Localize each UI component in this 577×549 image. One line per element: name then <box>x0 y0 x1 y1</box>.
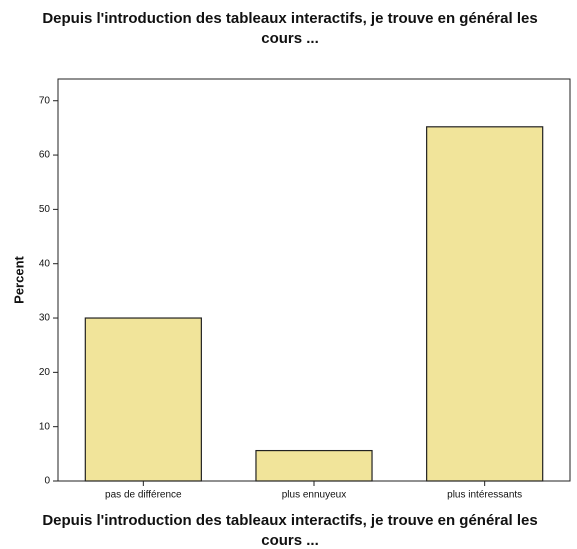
y-tick-label: 20 <box>39 367 51 378</box>
y-tick-label: 30 <box>39 313 51 324</box>
y-tick-label: 40 <box>39 258 51 269</box>
y-tick-label: 70 <box>39 95 51 106</box>
y-tick-label: 0 <box>44 476 50 487</box>
y-tick-label: 60 <box>39 150 51 161</box>
y-tick-label: 50 <box>39 204 51 215</box>
bar <box>426 126 544 482</box>
y-tick-label: 10 <box>39 421 51 432</box>
bar <box>84 317 202 482</box>
x-tick-label: plus ennuyeux <box>282 490 347 501</box>
x-axis-label: Depuis l'introduction des tableaux inter… <box>42 512 538 549</box>
bar <box>255 449 373 482</box>
x-tick-label: pas de différence <box>105 490 182 501</box>
x-tick-label: plus intéressants <box>447 490 522 501</box>
chart-title: Depuis l'introduction des tableaux inter… <box>42 10 538 47</box>
y-axis-label: Percent <box>11 255 26 303</box>
